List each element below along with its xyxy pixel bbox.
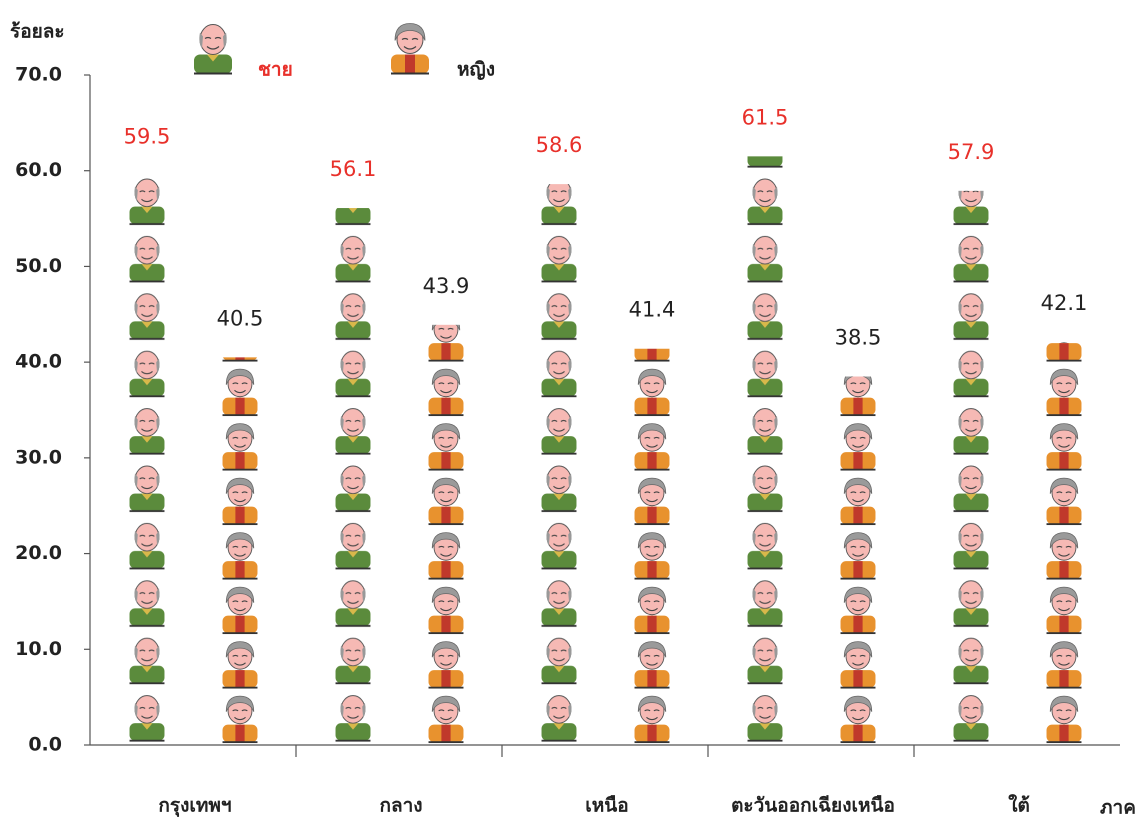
x-tick-label: กลาง [379,795,422,817]
icon-stack [536,184,582,746]
value-label: 43.9 [423,274,470,298]
legend-label: ชาย [258,59,293,81]
y-tick-label: 0.0 [28,734,62,756]
y-tick-label: 50.0 [15,255,62,277]
value-label: 40.5 [217,306,264,330]
icon-stack [835,376,881,745]
y-tick-label: 60.0 [15,159,62,181]
pictograph-bar [629,348,675,745]
icon-stack [124,175,170,745]
value-label: 61.5 [742,105,789,129]
x-tick-label: ตะวันออกเฉียงเหนือ [731,795,895,817]
icon-stack [1041,342,1087,745]
y-tick-label: 40.0 [15,351,62,373]
value-label: 56.1 [330,157,377,181]
icon-stack [217,357,263,745]
value-label: 58.6 [536,133,583,157]
value-label: 41.4 [629,298,676,322]
y-tick-label: 30.0 [15,446,62,468]
pictograph-bar [948,190,994,746]
pictograph-bar [536,184,582,746]
pictograph-bar [330,208,376,746]
x-tick-label: ใต้ [1008,794,1030,817]
y-tick-label: 10.0 [15,638,62,660]
value-label: 59.5 [124,125,171,149]
value-label: 42.1 [1041,291,1088,315]
x-tick-label: เหนือ [585,795,628,817]
pictograph-bar [217,357,263,745]
value-label: 38.5 [835,326,882,350]
y-tick-label: 70.0 [15,64,62,86]
pictograph-bar [423,324,469,745]
y-tick-label: 20.0 [15,542,62,564]
legend-icon [193,23,233,76]
pictograph-bar [742,156,788,745]
icon-stack [629,348,675,745]
pictograph-bar [835,376,881,745]
x-tick-label: กรุงเทพฯ [158,795,231,818]
pictograph-bar [124,175,170,745]
x-axis-label: ภาค [1100,797,1136,819]
y-axis-label: ร้อยละ [10,21,65,43]
icon-stack [948,190,994,746]
icon-stack [742,156,788,745]
legend-icon [390,22,430,76]
pictograph-bar [1041,342,1087,745]
icon-stack [330,208,376,746]
legend-label: หญิง [457,59,495,81]
icon-stack [423,324,469,745]
value-label: 57.9 [948,140,995,164]
